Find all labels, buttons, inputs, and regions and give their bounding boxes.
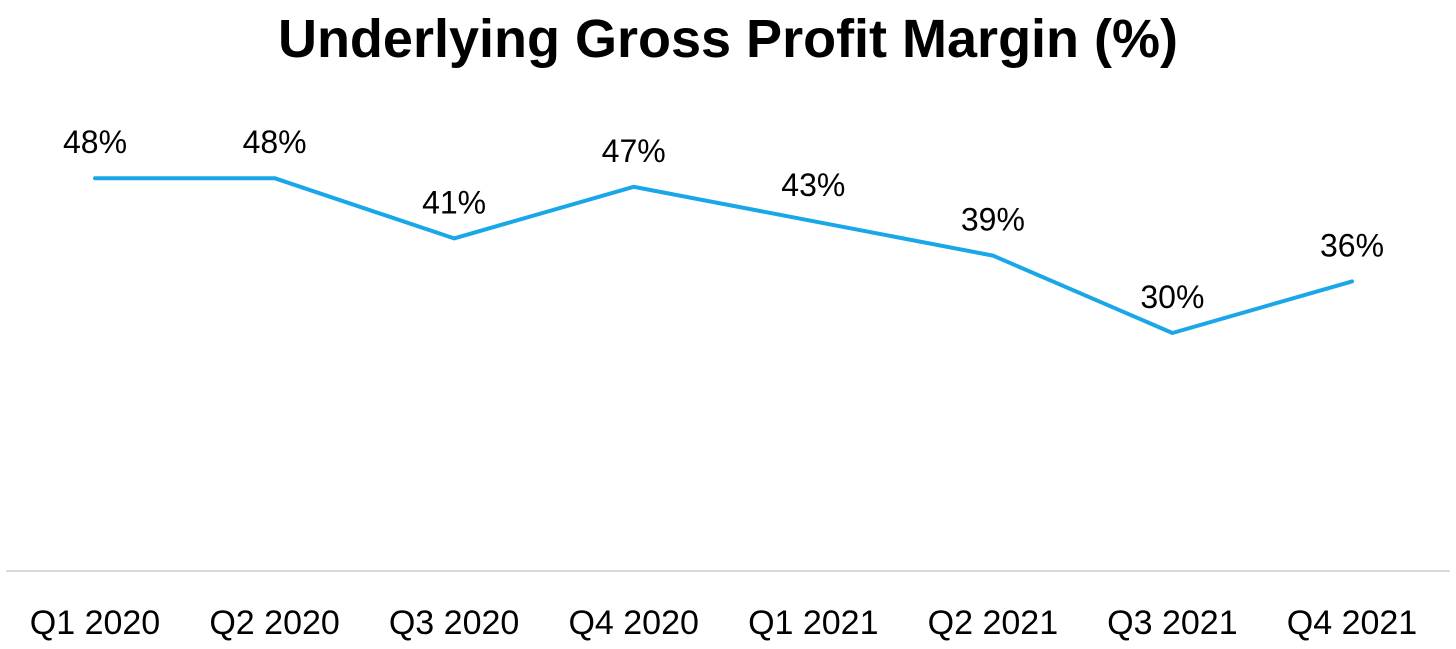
data-label: 48%: [63, 124, 127, 160]
x-tick-label: Q1 2021: [748, 604, 878, 642]
x-tick-label: Q3 2021: [1107, 604, 1237, 642]
series-line: [93, 176, 1354, 335]
data-label: 47%: [602, 133, 666, 169]
chart-title: Underlying Gross Profit Margin (%): [277, 9, 1179, 69]
data-label: 43%: [781, 167, 845, 203]
data-label: 41%: [422, 184, 486, 220]
x-tick-label: Q2 2021: [928, 604, 1058, 642]
x-tick-label: Q4 2020: [568, 604, 698, 642]
x-tick-label: Q2 2020: [209, 604, 339, 642]
x-tick-label: Q4 2021: [1287, 604, 1417, 642]
x-tick-label: Q1 2020: [30, 604, 160, 642]
data-labels: 48% 48% 41% 47% 43% 39% 30% 36%: [63, 124, 1384, 315]
data-label: 39%: [961, 202, 1025, 238]
x-tick-labels: Q1 2020 Q2 2020 Q3 2020 Q4 2020 Q1 2021 Q2 20…: [30, 604, 1417, 642]
data-label: 36%: [1320, 227, 1384, 263]
data-label: 30%: [1140, 279, 1204, 315]
x-tick-label: Q3 2020: [389, 604, 519, 642]
data-label: 48%: [243, 124, 307, 160]
